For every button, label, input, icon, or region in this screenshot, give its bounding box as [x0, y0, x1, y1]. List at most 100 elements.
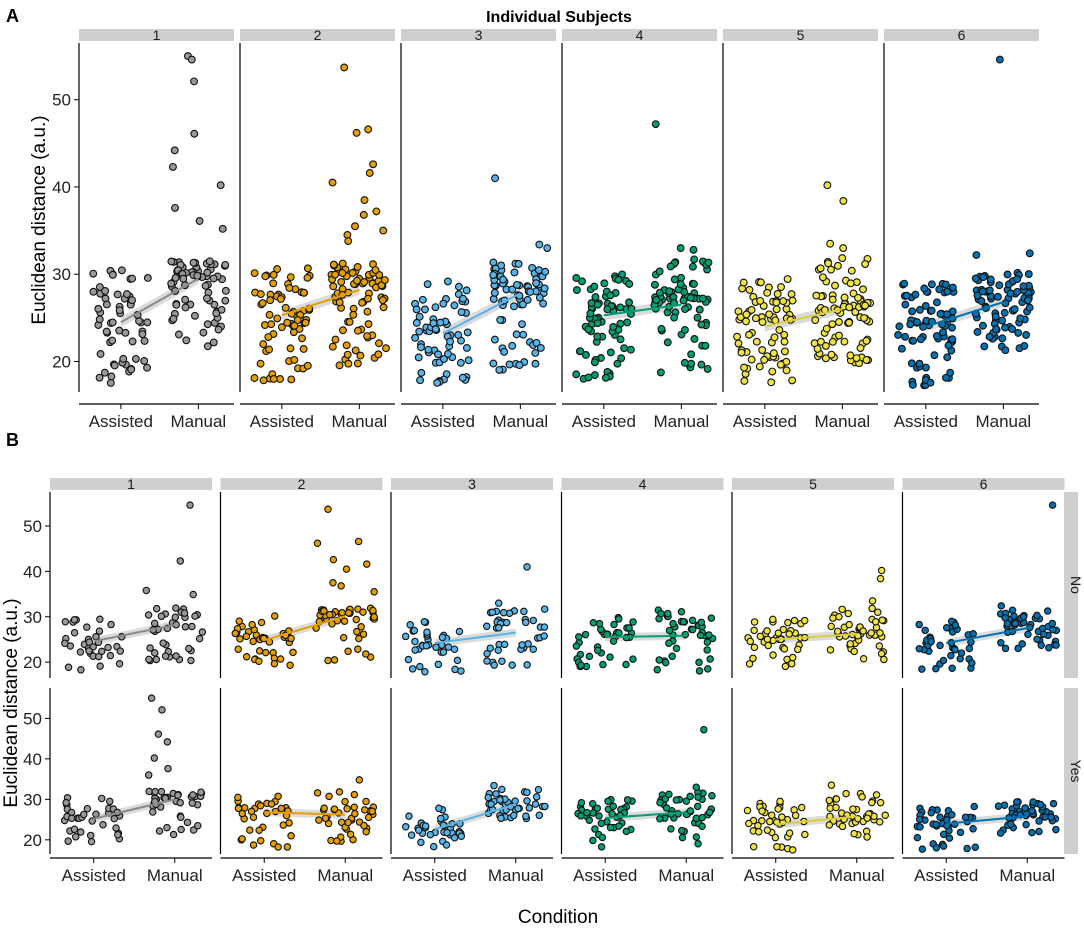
data-point [324, 505, 332, 513]
data-point [894, 331, 903, 339]
facet-strip-label: 1 [127, 476, 135, 492]
data-point [1035, 827, 1043, 836]
data-point [846, 351, 855, 360]
data-point [609, 322, 618, 331]
data-point [1033, 635, 1041, 643]
data-point [431, 325, 440, 334]
data-point [572, 274, 581, 282]
data-point [943, 353, 952, 362]
data-point [840, 337, 849, 346]
data-point [749, 842, 758, 851]
data-point [791, 811, 800, 820]
data-point [494, 599, 503, 607]
data-point [1039, 630, 1048, 638]
data-point [913, 833, 922, 842]
data-point [590, 371, 599, 380]
data-point [495, 365, 504, 374]
data-point [733, 332, 742, 341]
data-point [765, 310, 774, 319]
data-point [625, 298, 634, 307]
data-point [1049, 799, 1058, 808]
data-point [970, 802, 978, 811]
data-point [826, 239, 835, 248]
data-point [189, 590, 197, 599]
data-point [174, 791, 182, 799]
data-point [835, 612, 843, 621]
data-point [581, 351, 590, 359]
data-point [979, 273, 988, 282]
data-point [432, 643, 440, 651]
mean-line [442, 292, 521, 335]
data-point [694, 839, 702, 848]
data-point [150, 619, 159, 628]
data-point [845, 318, 853, 327]
data-point [1049, 626, 1057, 634]
data-point [195, 634, 204, 643]
data-point [779, 625, 788, 634]
data-point [440, 355, 448, 363]
data-point [411, 637, 419, 646]
data-point [998, 316, 1007, 325]
data-point [338, 259, 347, 268]
data-point [360, 278, 369, 287]
data-point [177, 825, 185, 834]
data-point [778, 813, 786, 821]
data-point [329, 282, 338, 291]
data-point [286, 344, 295, 353]
data-point [518, 320, 526, 329]
data-point [372, 207, 381, 216]
data-point [535, 811, 544, 820]
data-point [267, 800, 276, 808]
data-point [335, 361, 344, 370]
data-point [921, 626, 929, 635]
data-point [414, 353, 423, 362]
data-point [901, 332, 910, 341]
data-point [337, 277, 346, 286]
y-tick-label: 20 [52, 352, 71, 371]
facet-strip [902, 478, 1065, 490]
data-point [324, 656, 332, 665]
data-point [1052, 641, 1060, 649]
data-point [1013, 287, 1022, 296]
data-point [358, 298, 366, 307]
data-point [1020, 341, 1029, 350]
data-point [704, 665, 712, 673]
data-point [100, 368, 109, 377]
data-point [339, 633, 348, 642]
data-point [287, 375, 296, 384]
data-point [510, 268, 519, 277]
y-tick-label: 40 [52, 178, 71, 197]
data-point [651, 120, 660, 129]
data-point [734, 339, 743, 348]
data-point [773, 843, 781, 851]
data-point [695, 667, 704, 675]
data-point [756, 296, 765, 305]
data-point [491, 174, 500, 183]
data-point [821, 354, 830, 363]
data-point [195, 217, 204, 225]
data-point [259, 376, 268, 385]
data-point [655, 288, 664, 297]
data-point [656, 368, 665, 377]
data-point [191, 612, 199, 620]
data-point [525, 804, 534, 812]
data-point [845, 303, 854, 312]
data-point [1022, 330, 1031, 339]
data-point [918, 845, 927, 853]
data-point [789, 653, 797, 662]
x-tick-label: Assisted [573, 866, 637, 885]
data-point [345, 318, 354, 326]
data-point [177, 813, 185, 821]
data-point [163, 738, 172, 746]
data-point [189, 258, 198, 267]
data-point [1010, 305, 1019, 314]
data-point [863, 814, 871, 822]
data-point [615, 629, 623, 637]
data-point [766, 817, 774, 826]
data-point [978, 287, 987, 296]
facet-strip [240, 29, 395, 41]
data-point [825, 821, 834, 829]
data-point [143, 274, 152, 282]
data-point [932, 298, 941, 307]
data-point [615, 822, 623, 830]
